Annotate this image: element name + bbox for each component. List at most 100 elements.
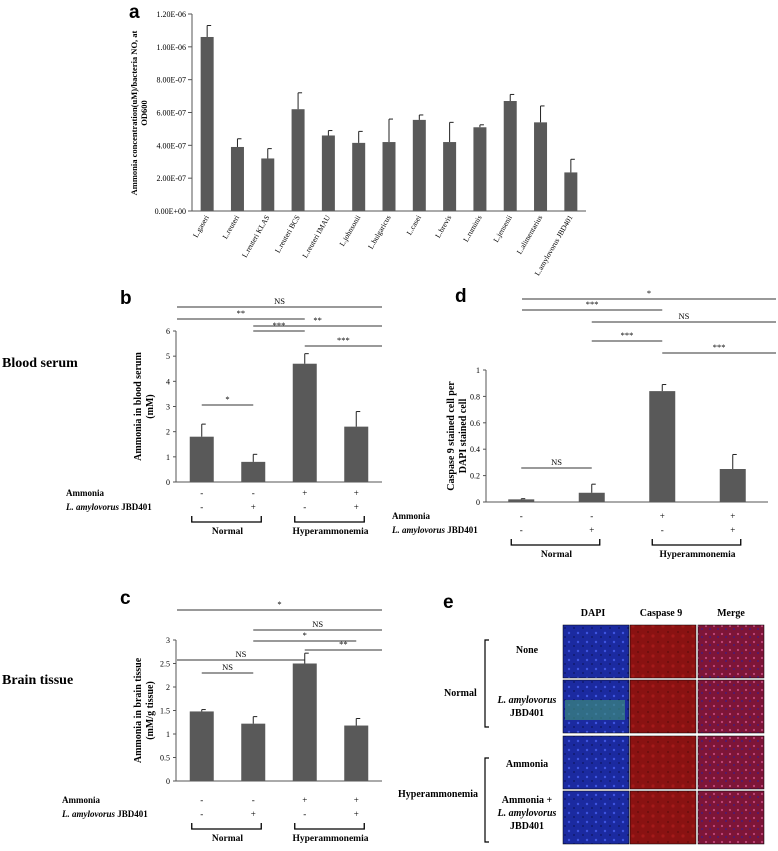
micrograph-caspase9-row2 [629, 679, 697, 734]
x-tick-label: L.reuteri [220, 214, 241, 241]
ammonia-sign: - [252, 795, 255, 805]
group-label-hyperammonemia: Hyperammonemia [398, 789, 478, 800]
y-tick-label: 1.20E-06 [156, 10, 186, 19]
factor-label-jbd401: L. amylovorus JBD401 [391, 525, 478, 535]
y-tick-label: 2 [166, 683, 170, 692]
strain-name: JBD401 [117, 809, 148, 819]
row-label-blood-serum: Blood serum [2, 356, 78, 371]
micrograph-dapi-row3 [562, 735, 630, 790]
jbd401-sign: - [200, 809, 203, 819]
jbd401-sign: + [354, 809, 359, 819]
row-label-brain-tissue: Brain tissue [2, 673, 73, 688]
bar [321, 135, 335, 211]
significance-label: *** [621, 330, 634, 340]
factor-label-ammonia: Ammonia [66, 488, 104, 498]
bracket-normal [191, 516, 262, 523]
y-axis-label: (mM/g tissue) [145, 681, 156, 740]
factor-label-jbd401: L. amylovorus JBD401 [61, 809, 148, 819]
group-label-normal: Normal [444, 688, 477, 699]
x-tick-label: L.alimentarius [515, 213, 545, 255]
x-tick-label: L.johnsonii [337, 214, 362, 248]
x-tick-label: L.ruminis [461, 213, 484, 243]
bar [291, 109, 305, 211]
row-jbd401-species: L. amylovorus [497, 695, 557, 706]
bar [382, 142, 396, 211]
x-tick-label: L.gaseri [191, 214, 211, 240]
bar [189, 711, 214, 781]
micrograph-caspase9-row3 [629, 735, 697, 790]
ammonia-sign: - [200, 795, 203, 805]
panel-letter-d: d [455, 286, 467, 307]
bar [719, 469, 746, 502]
bracket-hyperammonemia [651, 539, 742, 546]
significance-label: * [277, 599, 281, 609]
ammonia-sign: + [730, 511, 735, 521]
bar [241, 723, 266, 781]
x-tick-label: L.bulgaricus [366, 213, 393, 250]
micrograph-dapi-row1 [562, 624, 630, 679]
species-name: L. amylovorus [61, 809, 117, 819]
significance-label: *** [713, 342, 726, 352]
bar [534, 122, 548, 211]
row-none: None [516, 645, 539, 656]
significance-label: ** [237, 308, 246, 318]
significance-label: * [225, 394, 229, 404]
y-tick-label: 1.00E-06 [156, 43, 186, 52]
significance-label: * [647, 288, 651, 298]
bar [189, 436, 214, 482]
ammonia-sign: + [302, 488, 307, 498]
micrograph-caspase9-row1 [629, 624, 697, 679]
ammonia-sign: - [252, 488, 255, 498]
micrograph-dapi-row4 [562, 790, 630, 845]
jbd401-sign: - [303, 502, 306, 512]
y-tick-label: 2 [166, 428, 170, 437]
micrograph-inset [565, 700, 625, 720]
y-tick-label: 0.5 [160, 754, 170, 763]
y-axis-label: Ammonia concentration(uM)/bacteria NO, a… [129, 30, 139, 195]
bar [412, 119, 426, 211]
y-tick-label: 8.00E-07 [156, 76, 186, 85]
ammonia-sign: + [302, 795, 307, 805]
bar [649, 391, 676, 502]
strain-name: JBD401 [121, 502, 152, 512]
panel-letter-e: e [443, 592, 454, 613]
micrograph-caspase9-row4 [629, 790, 697, 845]
y-axis-label: (mM) [145, 394, 156, 418]
bar [344, 725, 369, 781]
x-tick-label: L.brevis [433, 213, 453, 239]
bar [344, 426, 369, 482]
panel-letter-c: c [120, 588, 131, 609]
ammonia-sign: + [354, 795, 359, 805]
jbd401-sign: - [200, 502, 203, 512]
factor-label-ammonia: Ammonia [62, 795, 100, 805]
ammonia-sign: - [200, 488, 203, 498]
ammonia-sign: + [354, 488, 359, 498]
x-tick-label: L.casei [405, 214, 424, 237]
significance-label: ** [339, 639, 348, 649]
bar [352, 142, 366, 211]
jbd401-sign: - [520, 525, 523, 535]
row-jbd401-strain: JBD401 [510, 708, 544, 719]
panel-letter-a: a [129, 2, 140, 23]
y-tick-label: 1 [476, 366, 480, 375]
col-header-caspase9: Caspase 9 [640, 608, 683, 619]
panel-letter-b: b [120, 288, 132, 309]
significance-label: NS [235, 649, 246, 659]
y-axis-label: OD600 [139, 100, 149, 126]
group-label-normal: Normal [212, 527, 243, 537]
chart-a: 0.00E+00 2.00E-07 4.00E-07 6.00E-07 8.00E-07… [129, 10, 586, 277]
bracket-normal [510, 539, 601, 546]
y-tick-label: 6.00E-07 [156, 109, 186, 118]
micrograph-merge-row4 [697, 790, 765, 845]
y-tick-label: 1.5 [160, 707, 170, 716]
x-tick-label: L.reuteri KLAS [240, 214, 272, 260]
micrograph-merge-row2 [697, 679, 765, 734]
y-tick-label: 1 [166, 453, 170, 462]
jbd401-sign: + [251, 502, 256, 512]
y-tick-label: 0 [166, 777, 170, 786]
factor-label-ammonia: Ammonia [392, 511, 430, 521]
jbd401-sign: - [661, 525, 664, 535]
row-ammonia-plus-species: L. amylovorus [497, 808, 557, 819]
